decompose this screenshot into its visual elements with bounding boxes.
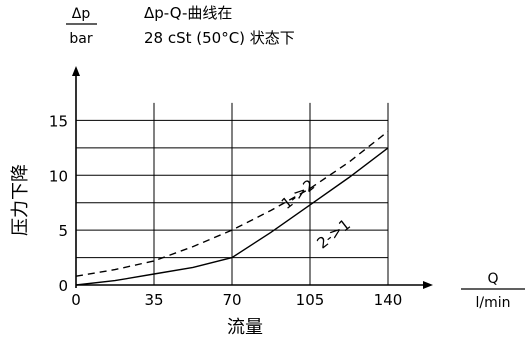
y-tick-label-1: 5 [58,222,68,240]
x-unit-bottom: l/min [475,295,510,311]
series-annotation-1: 2->1 [314,215,354,252]
x-axis-arrow [423,281,433,289]
x-tick-label-0: 0 [71,291,81,309]
y-tick-label-0: 0 [58,277,68,295]
x-tick-label-3: 105 [296,291,325,309]
y-axis-arrow [72,66,80,76]
x-tick-label-1: 35 [144,291,163,309]
chart-subtitle: 28 cSt (50°C) 状态下 [144,29,295,47]
series-annotation-0: 1->2 [278,176,318,213]
y-unit-bottom: bar [69,31,92,47]
x-axis-label: 流量 [227,317,263,338]
plot-area: 0 5 10 15 0 35 70 105 140 1->22->1 [49,66,433,309]
chart-title: Δp-Q-曲线在 [144,4,232,22]
y-tick-label-2: 10 [49,167,68,185]
y-unit-top: Δp [72,6,91,22]
y-tick-label-3: 15 [49,112,68,130]
y-axis-label: 压力下降 [10,164,31,236]
x-tick-label-2: 70 [222,291,241,309]
x-unit-top: Q [487,271,498,287]
x-tick-label-4: 140 [374,291,403,309]
